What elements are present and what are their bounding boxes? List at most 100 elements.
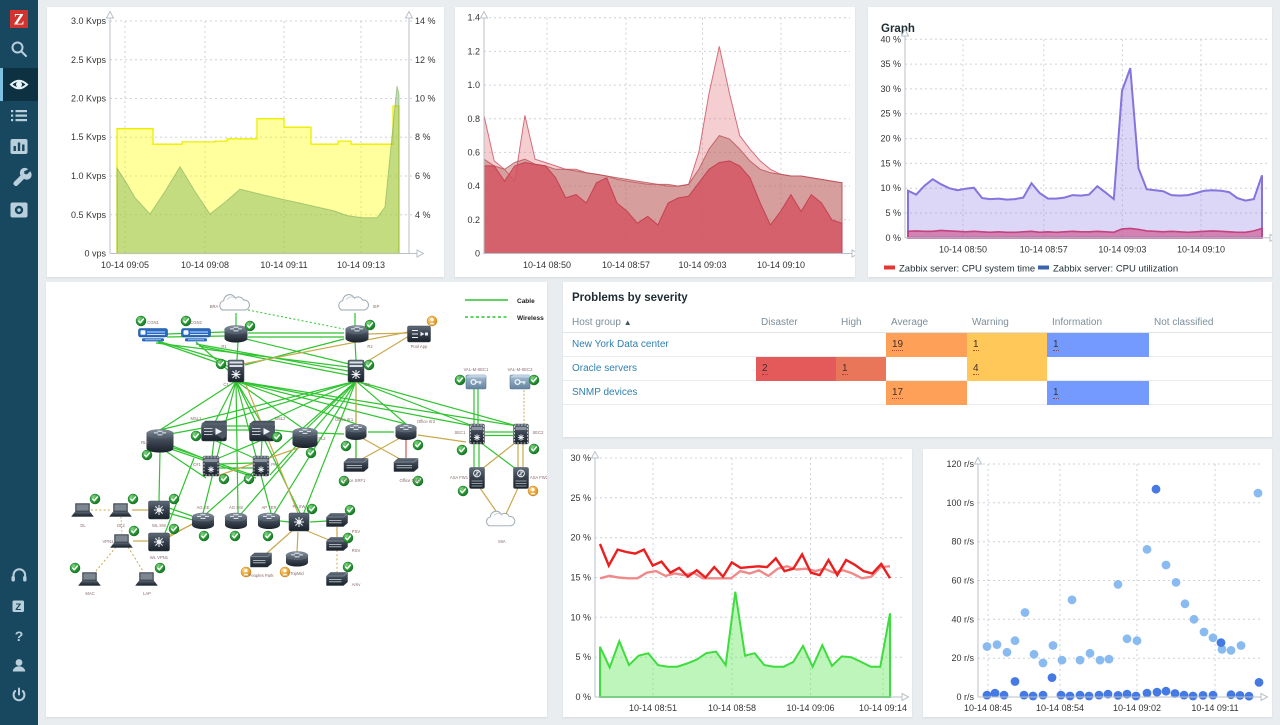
svg-text:10-14 08:58: 10-14 08:58	[708, 703, 756, 713]
svg-text:2.0 Kvps: 2.0 Kvps	[71, 94, 107, 104]
svg-text:15 %: 15 %	[570, 573, 591, 583]
svg-text:10-14 09:06: 10-14 09:06	[786, 703, 834, 713]
svg-text:Office rtr2: Office rtr2	[417, 419, 436, 424]
svg-text:4 %: 4 %	[415, 210, 431, 220]
svg-text:15 %: 15 %	[880, 158, 901, 168]
svg-text:Graph: Graph	[881, 23, 915, 35]
svg-text:MSL1: MSL1	[191, 416, 203, 421]
svg-text:10-14 09:11: 10-14 09:11	[1191, 703, 1238, 713]
svg-text:Wireless: Wireless	[517, 315, 544, 322]
svg-text:MIA: MIA	[498, 539, 506, 544]
svg-text:0: 0	[475, 249, 480, 259]
svg-text:FL2: FL2	[318, 436, 326, 441]
svg-text:R1: R1	[221, 344, 227, 349]
svg-text:VPN1: VPN1	[103, 539, 115, 544]
svg-text:PA1: PA1	[271, 462, 279, 467]
svg-text:10-14 09:10: 10-14 09:10	[1177, 245, 1225, 255]
svg-text:100 r/s: 100 r/s	[946, 498, 974, 508]
svg-text:14 %: 14 %	[415, 16, 436, 26]
svg-text:1.5 Kvps: 1.5 Kvps	[71, 132, 107, 142]
svg-text:AG SE: AG SE	[197, 505, 210, 510]
svg-text:10-14 09:05: 10-14 09:05	[101, 260, 149, 270]
svg-text:VAL-M-SEC2: VAL-M-SEC2	[508, 367, 533, 372]
svg-text:DL: DL	[80, 523, 86, 528]
svg-text:CGN2: CGN2	[190, 320, 202, 325]
svg-text:5 %: 5 %	[575, 652, 591, 662]
svg-text:RSV: RSV	[352, 548, 361, 553]
svg-text:Zabbix server: CPU system time: Zabbix server: CPU system time	[899, 264, 1035, 275]
svg-text:0 %: 0 %	[885, 233, 901, 243]
svg-text:CGN1: CGN1	[147, 320, 159, 325]
svg-text:60 r/s: 60 r/s	[951, 576, 974, 586]
svg-text:10 %: 10 %	[415, 94, 436, 104]
svg-text:ISP: ISP	[373, 304, 380, 309]
svg-text:10-14 08:50: 10-14 08:50	[523, 260, 571, 270]
svg-text:SEC1: SEC1	[455, 430, 467, 435]
svg-text:80 r/s: 80 r/s	[951, 537, 974, 547]
svg-text:10-14 08:57: 10-14 08:57	[1020, 245, 1068, 255]
svg-text:25 %: 25 %	[570, 493, 591, 503]
svg-text:3.0 Kvps: 3.0 Kvps	[71, 16, 107, 26]
svg-text:Office SRF1: Office SRF1	[343, 478, 366, 483]
svg-text:SEC2: SEC2	[533, 430, 545, 435]
svg-text:10-14 08:50: 10-14 08:50	[939, 245, 987, 255]
svg-text:40 r/s: 40 r/s	[951, 614, 974, 624]
svg-text:RL2: RL2	[141, 440, 149, 445]
svg-text:10-14 09:03: 10-14 09:03	[678, 260, 726, 270]
svg-text:BRA: BRA	[210, 304, 219, 309]
svg-text:10-14 09:02: 10-14 09:02	[1113, 703, 1161, 713]
svg-text:10 %: 10 %	[880, 183, 901, 193]
svg-text:10-14 09:11: 10-14 09:11	[260, 260, 307, 270]
svg-text:10-14 09:10: 10-14 09:10	[757, 260, 805, 270]
svg-text:120 r/s: 120 r/s	[946, 459, 974, 469]
svg-text:Office DMZ: Office DMZ	[399, 478, 421, 483]
svg-text:25 %: 25 %	[880, 109, 901, 119]
svg-text:PL SW: PL SW	[293, 504, 306, 509]
svg-text:30 %: 30 %	[880, 84, 901, 94]
svg-text:C#1: C#1	[193, 462, 201, 467]
svg-text:C1: C1	[223, 382, 229, 387]
svg-text:WL SW: WL SW	[152, 523, 166, 528]
svg-text:0 %: 0 %	[575, 692, 591, 702]
svg-text:DL2: DL2	[117, 523, 125, 528]
svg-text:Pool App: Pool App	[411, 344, 428, 349]
svg-text:40 %: 40 %	[880, 34, 901, 44]
svg-text:PSV: PSV	[352, 529, 361, 534]
svg-text:10-14 08:57: 10-14 08:57	[602, 260, 650, 270]
svg-text:MAC: MAC	[85, 591, 94, 596]
svg-text:1.4: 1.4	[467, 13, 480, 23]
svg-text:AG SW: AG SW	[229, 505, 243, 510]
svg-text:?: ?	[15, 628, 24, 644]
svg-text:10-14 09:14: 10-14 09:14	[859, 703, 907, 713]
svg-text:20 %: 20 %	[880, 134, 901, 144]
svg-text:1.0: 1.0	[467, 80, 480, 90]
svg-text:20 r/s: 20 r/s	[951, 653, 974, 663]
svg-text:35 %: 35 %	[880, 59, 901, 69]
svg-text:30 %: 30 %	[570, 453, 591, 463]
svg-text:0 vps: 0 vps	[84, 249, 106, 259]
svg-text:10-14 09:13: 10-14 09:13	[337, 260, 385, 270]
svg-text:0.6: 0.6	[467, 147, 480, 157]
svg-text:5 %: 5 %	[885, 208, 901, 218]
svg-text:VAL-M-SEC1: VAL-M-SEC1	[464, 367, 489, 372]
svg-text:20 %: 20 %	[570, 533, 591, 543]
svg-text:10-14 09:08: 10-14 09:08	[181, 260, 229, 270]
svg-text:Z: Z	[14, 12, 25, 29]
svg-text:2.5 Kvps: 2.5 Kvps	[71, 55, 107, 65]
svg-text:10-14 09:03: 10-14 09:03	[1098, 245, 1146, 255]
svg-text:0 r/s: 0 r/s	[956, 692, 974, 702]
svg-text:10-14 08:45: 10-14 08:45	[964, 703, 1012, 713]
svg-text:C2: C2	[364, 382, 370, 387]
svg-text:6 %: 6 %	[415, 171, 431, 181]
svg-text:TopMid: TopMid	[290, 571, 304, 576]
svg-text:1.0 Kvps: 1.0 Kvps	[71, 171, 107, 181]
svg-text:WL VPN1: WL VPN1	[150, 555, 169, 560]
svg-text:0.8: 0.8	[467, 114, 480, 124]
svg-text:10 %: 10 %	[570, 612, 591, 622]
svg-text:Cable: Cable	[517, 298, 535, 305]
svg-text:AP TER: AP TER	[262, 505, 277, 510]
svg-text:R2: R2	[367, 344, 373, 349]
svg-text:1.2: 1.2	[467, 46, 480, 56]
svg-text:0.4: 0.4	[467, 181, 480, 191]
svg-text:10-14 08:51: 10-14 08:51	[629, 703, 677, 713]
